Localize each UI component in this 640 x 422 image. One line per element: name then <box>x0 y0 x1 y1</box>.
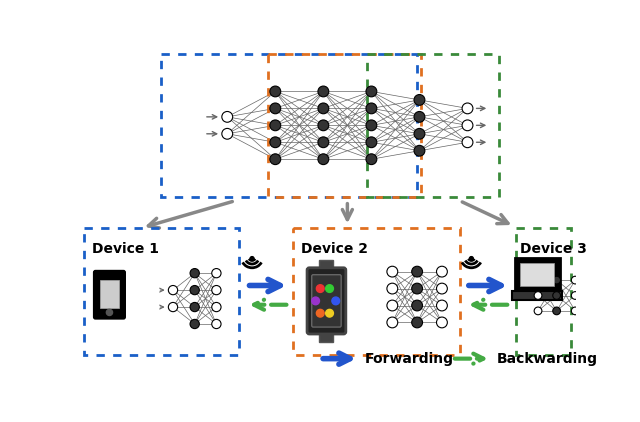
Circle shape <box>414 145 425 156</box>
Circle shape <box>534 276 542 284</box>
Circle shape <box>462 103 473 114</box>
Circle shape <box>318 137 329 148</box>
Circle shape <box>412 266 422 277</box>
Circle shape <box>436 266 447 277</box>
Circle shape <box>387 300 397 311</box>
Circle shape <box>270 137 281 148</box>
Circle shape <box>534 307 542 315</box>
Circle shape <box>316 285 324 292</box>
Text: Device 1: Device 1 <box>92 242 159 256</box>
Circle shape <box>270 86 281 97</box>
Bar <box>293 228 460 355</box>
Text: Device 2: Device 2 <box>301 242 368 256</box>
Text: Device 3: Device 3 <box>520 242 587 256</box>
Circle shape <box>436 300 447 311</box>
Circle shape <box>316 309 324 317</box>
Circle shape <box>366 103 377 114</box>
Circle shape <box>366 120 377 131</box>
Circle shape <box>168 303 178 312</box>
FancyBboxPatch shape <box>515 258 560 292</box>
Circle shape <box>332 297 340 305</box>
FancyBboxPatch shape <box>520 263 554 286</box>
Circle shape <box>190 286 199 295</box>
Circle shape <box>553 276 561 284</box>
FancyBboxPatch shape <box>307 268 346 334</box>
Circle shape <box>318 120 329 131</box>
Circle shape <box>366 86 377 97</box>
Circle shape <box>168 286 178 295</box>
FancyBboxPatch shape <box>100 280 119 308</box>
Circle shape <box>222 111 233 122</box>
FancyBboxPatch shape <box>94 271 125 319</box>
Circle shape <box>270 103 281 114</box>
Circle shape <box>318 154 329 165</box>
Bar <box>516 228 572 355</box>
Circle shape <box>190 268 199 278</box>
Circle shape <box>387 283 397 294</box>
Bar <box>161 54 417 197</box>
Circle shape <box>366 154 377 165</box>
Bar <box>268 54 421 197</box>
Circle shape <box>412 317 422 328</box>
Circle shape <box>553 292 561 299</box>
Circle shape <box>212 319 221 329</box>
Circle shape <box>387 317 397 328</box>
Circle shape <box>462 120 473 131</box>
Circle shape <box>412 300 422 311</box>
Circle shape <box>387 266 397 277</box>
Circle shape <box>414 111 425 122</box>
Circle shape <box>534 292 542 299</box>
Circle shape <box>312 297 319 305</box>
Circle shape <box>436 283 447 294</box>
Circle shape <box>412 283 422 294</box>
Circle shape <box>462 137 473 148</box>
Circle shape <box>436 317 447 328</box>
Circle shape <box>270 154 281 165</box>
Circle shape <box>572 276 579 284</box>
FancyBboxPatch shape <box>312 275 341 327</box>
Circle shape <box>553 307 561 315</box>
Circle shape <box>270 120 281 131</box>
FancyBboxPatch shape <box>512 291 563 300</box>
Text: Backwarding: Backwarding <box>497 352 598 365</box>
Circle shape <box>318 86 329 97</box>
Circle shape <box>414 128 425 139</box>
Text: Forwarding: Forwarding <box>365 352 454 365</box>
FancyBboxPatch shape <box>319 331 333 342</box>
Circle shape <box>326 285 333 292</box>
Circle shape <box>318 103 329 114</box>
Circle shape <box>250 257 254 260</box>
Bar <box>84 228 239 355</box>
Circle shape <box>190 303 199 312</box>
FancyBboxPatch shape <box>319 260 333 271</box>
Circle shape <box>572 292 579 299</box>
Circle shape <box>190 319 199 329</box>
Circle shape <box>414 95 425 106</box>
Circle shape <box>212 303 221 312</box>
Circle shape <box>212 268 221 278</box>
Circle shape <box>469 257 474 260</box>
Circle shape <box>222 128 233 139</box>
Circle shape <box>366 137 377 148</box>
Circle shape <box>572 307 579 315</box>
Circle shape <box>106 309 113 316</box>
Bar <box>367 54 499 197</box>
Circle shape <box>326 309 333 317</box>
Circle shape <box>212 286 221 295</box>
